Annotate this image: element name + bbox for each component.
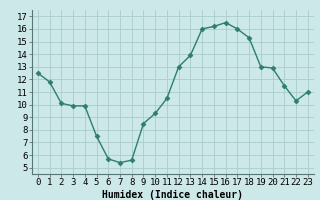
X-axis label: Humidex (Indice chaleur): Humidex (Indice chaleur): [102, 190, 243, 200]
